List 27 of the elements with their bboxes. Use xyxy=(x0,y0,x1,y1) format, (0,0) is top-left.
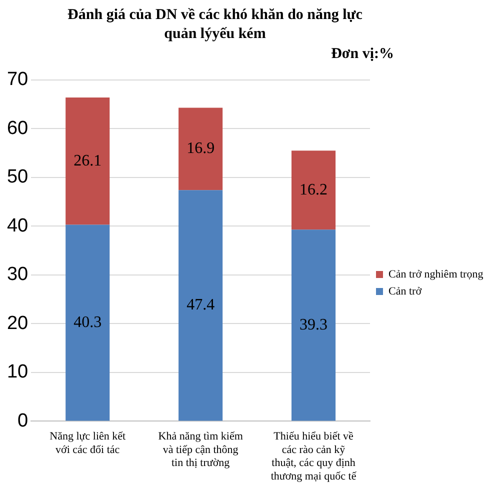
bar xyxy=(66,224,110,421)
bar xyxy=(178,190,223,421)
y-tick-label: 30 xyxy=(6,264,28,286)
bar xyxy=(66,98,110,225)
y-tick-label: 50 xyxy=(6,166,28,188)
legend-label: Cản trở nghiêm trọng xyxy=(388,268,484,280)
y-tick-label: 10 xyxy=(6,362,28,383)
data-label: 40.3 xyxy=(74,314,102,331)
y-tick-label: 20 xyxy=(6,312,28,334)
chart-title: Đánh giá của DN về các khó khăn do năng lực quản lýyếu kém xyxy=(66,6,364,44)
x-tick-label: Năng lực liên kết với các đối tác xyxy=(50,430,126,456)
x-tick-label: Khả năng tìm kiếm và tiếp cận thông tin thị trường xyxy=(158,430,244,470)
data-label: 26.1 xyxy=(74,152,102,170)
y-tick-label: 40 xyxy=(6,215,28,236)
bar xyxy=(178,108,223,190)
data-label: 16.9 xyxy=(186,140,215,158)
data-label: 47.4 xyxy=(186,296,215,314)
data-label: 39.3 xyxy=(300,316,328,334)
bar xyxy=(291,150,336,230)
y-tick-label: 70 xyxy=(6,69,28,90)
legend-label: Cản trở xyxy=(388,285,422,298)
y-tick-label: 0 xyxy=(18,410,28,432)
bar xyxy=(291,230,336,421)
data-label: 16.2 xyxy=(300,181,328,198)
y-tick-label: 60 xyxy=(6,118,28,139)
text: Đơn vị:% xyxy=(331,46,394,63)
x-tick-label: Thiếu hiểu biết về các rào cản kỹ thuật, các quy định thương mại quốc tế xyxy=(270,430,358,482)
